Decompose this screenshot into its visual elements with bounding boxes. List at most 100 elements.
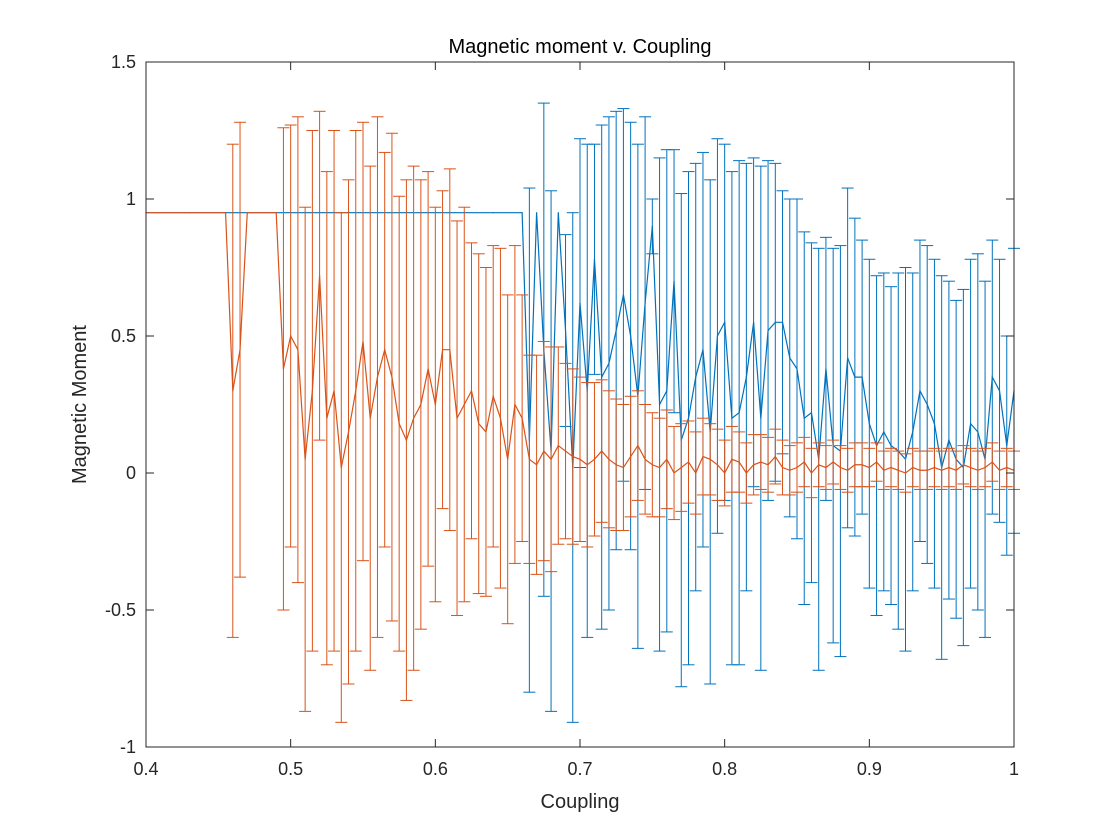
data-point: [622, 466, 625, 469]
data-point: [239, 349, 241, 351]
data-point: [333, 390, 335, 392]
data-point: [666, 390, 668, 392]
data-point: [521, 417, 523, 419]
data-point: [384, 349, 386, 351]
data-point: [897, 469, 899, 471]
data-point: [941, 469, 943, 471]
data-point: [593, 258, 596, 260]
data-point: [962, 464, 964, 466]
data-point: [528, 458, 530, 460]
x-tick-label: 0.6: [423, 759, 448, 779]
series-line: [146, 212, 1015, 469]
data-point: [507, 458, 509, 460]
data-point: [536, 212, 538, 214]
data-point: [977, 469, 979, 471]
data-point: [745, 376, 747, 378]
data-point: [304, 458, 306, 460]
data-point: [615, 464, 617, 466]
data-point: [608, 458, 610, 460]
data-point: [478, 423, 480, 425]
y-tick-label: -1: [120, 737, 136, 757]
data-point: [847, 357, 849, 359]
data-point: [890, 445, 892, 447]
y-tick-label: 0.5: [111, 326, 136, 346]
data-point: [391, 376, 393, 378]
y-tick-label: -0.5: [105, 600, 136, 620]
data-point: [557, 212, 559, 214]
data-point: [536, 464, 538, 466]
data-point: [695, 472, 697, 474]
data-point: [933, 423, 936, 425]
data-point: [290, 335, 292, 337]
data-point: [601, 450, 603, 452]
data-point: [984, 466, 986, 469]
data-point: [514, 403, 516, 406]
data-point: [810, 412, 813, 414]
data-point: [297, 349, 299, 351]
data-point: [847, 469, 849, 471]
data-point: [557, 445, 559, 447]
data-point: [499, 417, 502, 419]
data-point: [781, 321, 784, 323]
data-point: [644, 458, 646, 460]
data-point: [753, 464, 755, 466]
data-point: [789, 357, 791, 359]
data-point: [948, 466, 950, 469]
data-point: [970, 466, 972, 469]
data-point: [926, 403, 928, 406]
data-point: [637, 445, 639, 447]
data-point: [875, 461, 878, 463]
data-point: [376, 376, 379, 378]
data-point: [644, 302, 646, 304]
data-point: [890, 466, 892, 469]
data-point: [687, 417, 690, 419]
data-point: [796, 466, 798, 469]
data-point: [904, 472, 907, 474]
data-point: [275, 212, 277, 214]
data-point: [630, 455, 632, 458]
data-point: [781, 466, 784, 469]
data-point: [188, 212, 190, 214]
data-point: [861, 464, 863, 466]
data-point: [912, 466, 914, 469]
data-point: [919, 469, 921, 471]
data-point: [912, 431, 914, 433]
data-point: [738, 461, 740, 463]
data-point: [724, 321, 726, 323]
series-2: [145, 110, 1020, 723]
data-point: [673, 472, 675, 474]
data-point: [716, 464, 719, 466]
data-point: [369, 417, 371, 419]
y-tick-label: 0: [126, 463, 136, 483]
data-point: [340, 466, 342, 469]
data-point: [521, 212, 523, 214]
data-point: [926, 469, 928, 471]
data-point: [998, 469, 1001, 471]
data-point: [427, 368, 429, 370]
data-point: [485, 431, 487, 433]
data-point: [355, 390, 357, 392]
data-point: [724, 472, 726, 474]
data-point: [608, 362, 610, 364]
data-point: [673, 280, 675, 282]
data-point: [651, 225, 653, 227]
x-tick-label: 0.8: [712, 759, 737, 779]
data-point: [991, 461, 993, 463]
data-point: [854, 376, 856, 378]
data-point: [825, 368, 827, 370]
data-point: [456, 417, 458, 419]
data-point: [1006, 466, 1008, 469]
data-point: [282, 368, 285, 370]
data-point: [803, 461, 805, 463]
data-point: [753, 321, 755, 323]
data-point: [861, 376, 863, 378]
data-point: [745, 472, 747, 474]
data-point: [760, 417, 762, 419]
data-point: [883, 469, 885, 471]
data-point: [825, 466, 827, 469]
data-point: [564, 329, 567, 332]
data-point: [362, 340, 364, 343]
data-point: [738, 412, 740, 414]
data-point: [695, 376, 697, 378]
